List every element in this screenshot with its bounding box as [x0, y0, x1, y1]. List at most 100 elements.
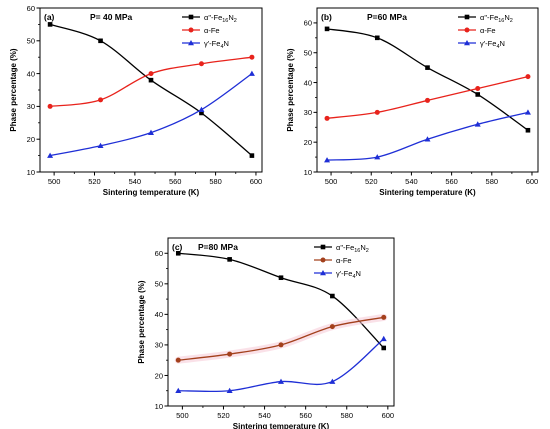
- legend-label: α"-Fe16​N2​: [336, 243, 369, 254]
- data-point: [227, 351, 233, 357]
- legend-label: α-Fe: [480, 26, 496, 35]
- y-tick-label: 10: [304, 168, 312, 177]
- x-tick-label: 500: [48, 177, 61, 186]
- data-point: [381, 314, 387, 320]
- data-point: [474, 121, 481, 127]
- data-point: [226, 387, 233, 394]
- y-tick-label: 30: [155, 341, 163, 350]
- x-tick-label: 580: [486, 177, 499, 186]
- chart-panel-1: 500 520 540 560 580 600 10 20 30 40 50 60 Sintering …: [9, 4, 263, 197]
- x-tick-label: 560: [169, 177, 182, 186]
- panel-label: (b): [321, 12, 332, 22]
- y-tick-label: 30: [304, 108, 312, 117]
- x-tick-label: 520: [217, 411, 230, 420]
- series-band: [174, 313, 388, 364]
- plot-frame: [167, 237, 395, 407]
- chart-panel-3: 500 520 540 560 580 600 10 20 30 40 50 60 Sintering …: [137, 237, 395, 429]
- series-line: [178, 252, 385, 349]
- data-point: [374, 154, 381, 160]
- plot-frame: [316, 7, 539, 173]
- x-tick-label: 540: [405, 177, 418, 186]
- data-point: [324, 115, 330, 121]
- series-line: [326, 75, 529, 119]
- chart-panel-2: 500 520 540 560 580 600 10 20 30 40 50 60 Sintering …: [286, 7, 539, 197]
- data-point: [374, 109, 380, 115]
- data-point: [47, 22, 53, 27]
- x-tick-label: 500: [176, 411, 189, 420]
- x-tick-label: 580: [209, 177, 222, 186]
- legend-label: γ'-Fe4​N: [480, 39, 505, 50]
- y-tick-label: 20: [27, 135, 35, 144]
- data-point: [199, 110, 204, 116]
- x-tick-label: 540: [129, 177, 142, 186]
- y-tick-label: 60: [304, 19, 312, 28]
- legend-marker: [320, 257, 326, 263]
- legend-label: γ'-Fe4​N: [204, 39, 229, 50]
- data-point: [227, 257, 232, 262]
- data-point: [248, 70, 255, 76]
- panel-title: P= 40 MPa: [90, 12, 133, 22]
- data-point: [97, 142, 104, 149]
- data-point: [525, 74, 531, 80]
- y-tick-label: 30: [27, 102, 35, 111]
- data-point: [47, 103, 53, 109]
- y-axis-label: Phase percentage (%): [9, 48, 18, 131]
- legend-marker: [188, 27, 194, 33]
- y-tick-label: 50: [304, 49, 312, 58]
- series-line: [49, 73, 253, 157]
- y-axis-label: Phase percentage (%): [286, 48, 295, 131]
- data-point: [329, 378, 336, 384]
- legend-label: γ'-Fe4​N: [336, 269, 361, 280]
- x-tick-label: 580: [340, 411, 353, 420]
- legend-marker: [320, 244, 326, 250]
- data-point: [475, 86, 481, 92]
- y-tick-label: 10: [155, 402, 163, 411]
- data-point: [249, 153, 255, 158]
- data-point: [249, 54, 255, 60]
- data-point: [381, 345, 387, 351]
- y-tick-label: 20: [304, 138, 312, 147]
- y-tick-label: 60: [27, 4, 35, 13]
- data-point: [98, 97, 104, 103]
- y-tick-label: 20: [155, 371, 163, 380]
- data-point: [525, 127, 531, 133]
- y-tick-label: 60: [155, 249, 163, 258]
- legend-marker: [464, 27, 470, 33]
- panel-title: P=80 MPa: [198, 242, 238, 252]
- y-tick-label: 40: [27, 69, 35, 78]
- data-point: [148, 77, 154, 83]
- x-tick-label: 520: [88, 177, 101, 186]
- legend-marker: [320, 270, 326, 276]
- x-tick-label: 600: [526, 177, 539, 186]
- legend-label: α"-Fe16​N2​: [204, 13, 237, 24]
- legend-label: α-Fe: [204, 26, 220, 35]
- x-tick-label: 560: [445, 177, 458, 186]
- data-point: [324, 26, 330, 32]
- x-tick-label: 600: [382, 411, 395, 420]
- y-tick-label: 40: [155, 310, 163, 319]
- y-tick-label: 50: [27, 37, 35, 46]
- data-point: [330, 293, 335, 299]
- data-point: [374, 35, 380, 41]
- x-tick-label: 520: [365, 177, 378, 186]
- y-tick-label: 10: [27, 168, 35, 177]
- x-tick-label: 500: [325, 177, 338, 186]
- data-point: [198, 61, 204, 67]
- data-point: [475, 92, 481, 97]
- plot-frame: [39, 7, 263, 173]
- x-tick-label: 560: [299, 411, 312, 420]
- legend-marker: [188, 40, 194, 46]
- legend-marker: [188, 14, 194, 20]
- y-tick-label: 40: [304, 78, 312, 87]
- data-point: [278, 378, 284, 384]
- data-point: [175, 387, 182, 394]
- x-axis-label: Sintering temperature (K): [233, 422, 330, 429]
- x-tick-label: 540: [258, 411, 271, 420]
- data-point: [98, 38, 103, 44]
- x-axis-label: Sintering temperature (K): [103, 188, 200, 197]
- panel-title: P=60 MPa: [367, 12, 407, 22]
- data-point: [425, 65, 430, 70]
- data-point: [380, 335, 387, 342]
- legend-label: α"-Fe16​N2​: [480, 13, 513, 24]
